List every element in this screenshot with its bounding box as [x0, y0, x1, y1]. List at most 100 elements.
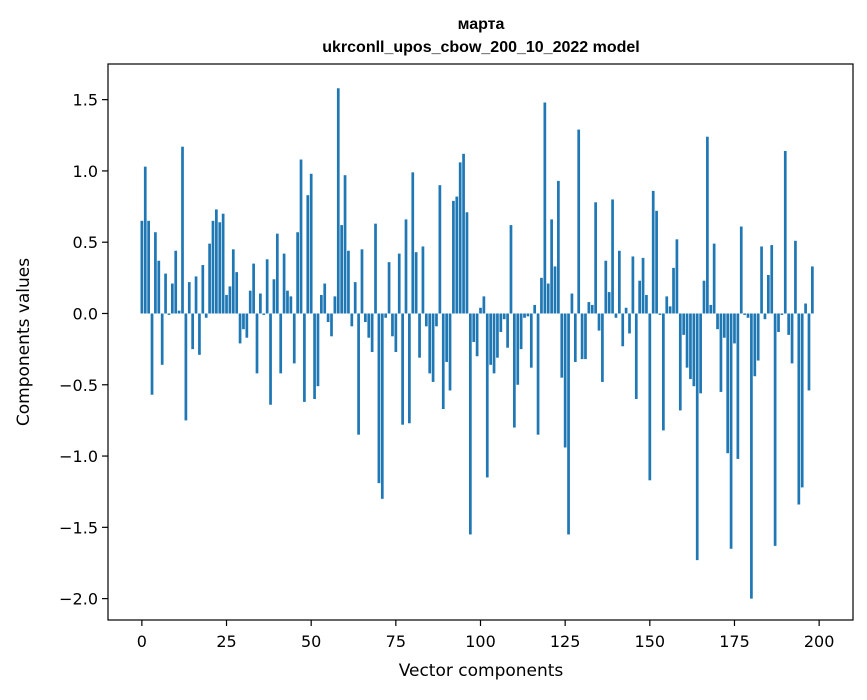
bar-19 [204, 313, 208, 318]
bar-77 [401, 313, 404, 425]
bar-103 [489, 313, 493, 365]
bar-129 [577, 129, 581, 314]
bar-108 [506, 313, 509, 348]
bar-52 [316, 313, 320, 387]
bar-150 [648, 313, 652, 481]
bar-0 [140, 220, 144, 314]
bar-64 [357, 313, 360, 435]
bar-141 [617, 250, 621, 314]
x-tick-label-0: 0 [137, 632, 147, 651]
bar-81 [414, 252, 418, 314]
bar-8 [167, 313, 171, 315]
y-axis-label: Components values [14, 258, 34, 426]
bar-131 [584, 313, 587, 360]
bar-40 [275, 233, 279, 314]
bar-44 [289, 296, 293, 314]
chart-subtitle: ukrconll_upos_cbow_200_10_2022 model [322, 39, 639, 56]
bar-48 [303, 313, 306, 402]
bar-54 [323, 283, 327, 314]
bar-181 [753, 313, 757, 377]
bar-93 [455, 196, 459, 314]
bar-91 [448, 313, 452, 391]
bar-41 [279, 313, 283, 374]
bar-79 [408, 313, 411, 424]
x-tick-label-150: 150 [635, 632, 666, 651]
bar-164 [695, 313, 699, 561]
bar-99 [475, 313, 479, 357]
bar-59 [340, 225, 344, 314]
bar-11 [177, 310, 181, 314]
bar-193 [794, 240, 797, 314]
bar-136 [601, 313, 604, 382]
bar-38 [269, 313, 272, 405]
bar-24 [221, 213, 225, 314]
bar-184 [763, 313, 767, 320]
bar-3 [150, 313, 154, 395]
bar-61 [347, 250, 350, 314]
bar-106 [499, 313, 503, 333]
bar-98 [472, 313, 476, 342]
bar-173 [726, 313, 730, 454]
bar-80 [411, 172, 415, 314]
bar-172 [722, 313, 726, 338]
bar-163 [692, 313, 696, 387]
bar-96 [465, 212, 469, 314]
bar-152 [655, 210, 658, 314]
bar-110 [513, 313, 516, 428]
bar-135 [597, 313, 601, 331]
bar-191 [787, 313, 791, 335]
bar-162 [689, 313, 692, 380]
bar-102 [485, 313, 489, 478]
bar-159 [678, 313, 682, 411]
bar-76 [397, 253, 401, 314]
bar-185 [766, 274, 770, 314]
bar-142 [621, 313, 625, 347]
y-tick-label-4: −0.5 [59, 376, 98, 395]
bar-92 [452, 200, 455, 314]
bar-83 [421, 246, 425, 314]
y-tick-label-3: 0.0 [73, 304, 98, 323]
bar-58 [336, 88, 340, 314]
bar-46 [296, 232, 299, 314]
bar-53 [319, 294, 323, 314]
bar-146 [634, 313, 638, 400]
bar-175 [733, 313, 736, 344]
bar-88 [438, 185, 442, 314]
plot-frame [107, 63, 854, 621]
bar-100 [479, 307, 482, 314]
bar-140 [614, 313, 618, 318]
x-tick-label-200: 200 [804, 632, 835, 651]
bar-160 [682, 313, 686, 335]
bar-128 [573, 313, 577, 362]
bar-115 [529, 313, 533, 368]
x-tick-label-25: 25 [216, 632, 236, 651]
bar-82 [418, 313, 421, 358]
chart-title: марта [458, 16, 505, 33]
bar-84 [424, 313, 428, 327]
bar-90 [445, 313, 448, 362]
bar-26 [228, 286, 232, 314]
bar-51 [313, 313, 316, 400]
bar-16 [194, 276, 198, 314]
bar-20 [208, 243, 211, 314]
bar-186 [770, 245, 774, 314]
bar-174 [729, 313, 733, 549]
bar-179 [746, 313, 750, 318]
bar-148 [641, 257, 645, 314]
bar-60 [343, 175, 347, 314]
bar-109 [509, 225, 513, 314]
bar-17 [198, 313, 201, 355]
bar-156 [668, 306, 672, 314]
bar-85 [428, 313, 432, 374]
x-tick-label-100: 100 [465, 632, 496, 651]
bar-196 [804, 303, 807, 314]
bar-45 [292, 313, 296, 364]
y-tick-label-0: 1.5 [73, 91, 98, 110]
bar-132 [587, 302, 591, 314]
bar-194 [797, 313, 801, 505]
bar-143 [624, 307, 628, 314]
bar-168 [709, 304, 713, 314]
bar-70 [377, 313, 381, 484]
bar-35 [259, 293, 262, 314]
